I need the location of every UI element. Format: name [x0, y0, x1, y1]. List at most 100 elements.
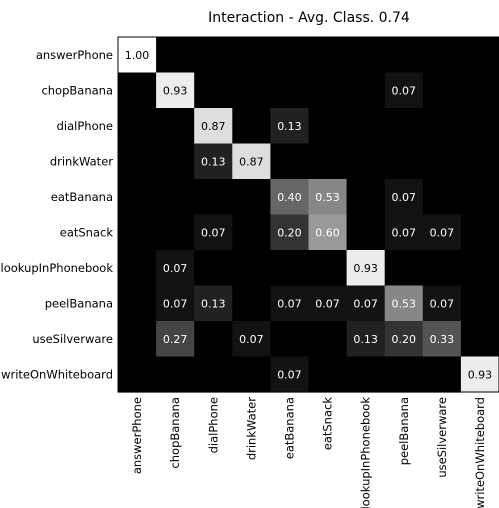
cell-drink-water-dial-phone	[194, 143, 233, 180]
cell-dial-phone-use-silverware	[422, 108, 462, 145]
cell-value-label: 0.27	[163, 333, 188, 346]
cell-value-label: 0.33	[430, 333, 455, 346]
cell-value-label: 0.60	[315, 226, 340, 239]
cell-chop-banana-answer-phone	[118, 72, 157, 109]
cell-chop-banana-eat-snack	[308, 72, 348, 109]
cell-chop-banana-drink-water	[232, 72, 271, 109]
row-label-lookup-in-phonebook: lookupInPhonebook	[1, 261, 114, 275]
column-label-write-on-whiteboard: writeOnWhiteboard	[473, 397, 487, 508]
cell-use-silverware-chop-banana	[156, 321, 195, 358]
cell-value-label: 0.07	[163, 262, 188, 275]
cell-peel-banana-drink-water	[232, 285, 271, 322]
cell-use-silverware-write-on-whiteboard	[460, 321, 499, 358]
cell-use-silverware-dial-phone	[194, 321, 233, 358]
cell-chop-banana-lookup-in-phonebook	[346, 72, 386, 109]
cell-dial-phone-chop-banana	[156, 108, 195, 145]
column-label-lookup-in-phonebook: lookupInPhonebook	[359, 397, 373, 508]
row-label-peel-banana: peelBanana	[45, 296, 113, 310]
cell-drink-water-use-silverware	[422, 143, 462, 180]
cell-lookup-in-phonebook-eat-banana	[270, 250, 310, 287]
cell-chop-banana-eat-banana	[270, 72, 310, 109]
cell-peel-banana-eat-snack	[308, 285, 348, 322]
cell-lookup-in-phonebook-dial-phone	[194, 250, 233, 287]
cell-use-silverware-drink-water	[232, 321, 271, 358]
cell-write-on-whiteboard-eat-snack	[308, 356, 348, 393]
cell-eat-banana-peel-banana	[384, 179, 424, 216]
cell-write-on-whiteboard-dial-phone	[194, 356, 233, 393]
cell-chop-banana-use-silverware	[422, 72, 462, 109]
cell-lookup-in-phonebook-write-on-whiteboard	[460, 250, 499, 287]
cell-dial-phone-write-on-whiteboard	[460, 108, 499, 145]
cell-eat-snack-write-on-whiteboard	[460, 214, 499, 251]
cell-value-label: 0.13	[353, 333, 378, 346]
cell-eat-snack-chop-banana	[156, 214, 195, 251]
cell-value-label: 0.53	[315, 191, 340, 204]
row-label-eat-banana: eatBanana	[51, 190, 113, 204]
row-label-write-on-whiteboard: writeOnWhiteboard	[1, 367, 113, 381]
cell-lookup-in-phonebook-use-silverware	[422, 250, 462, 287]
cell-use-silverware-peel-banana	[384, 321, 424, 358]
cell-lookup-in-phonebook-lookup-in-phonebook	[346, 250, 386, 287]
cell-value-label: 0.07	[392, 84, 417, 97]
column-label-eat-snack: eatSnack	[321, 397, 335, 451]
cell-eat-banana-dial-phone	[194, 179, 233, 216]
cell-eat-snack-eat-banana	[270, 214, 310, 251]
cell-eat-snack-dial-phone	[194, 214, 233, 251]
cell-dial-phone-eat-snack	[308, 108, 348, 145]
cell-value-label: 0.87	[239, 155, 264, 168]
row-label-use-silverware: useSilverware	[32, 332, 113, 346]
cell-value-label: 0.07	[353, 297, 378, 310]
cell-lookup-in-phonebook-peel-banana	[384, 250, 424, 287]
cell-value-label: 0.07	[277, 297, 302, 310]
cell-eat-banana-write-on-whiteboard	[460, 179, 499, 216]
cell-value-label: 0.20	[277, 226, 302, 239]
cell-use-silverware-eat-banana	[270, 321, 310, 358]
cell-eat-snack-use-silverware	[422, 214, 462, 251]
cell-drink-water-peel-banana	[384, 143, 424, 180]
cell-use-silverware-eat-snack	[308, 321, 348, 358]
cell-use-silverware-answer-phone	[118, 321, 157, 358]
row-label-eat-snack: eatSnack	[60, 225, 114, 239]
cell-value-label: 0.07	[277, 368, 302, 381]
column-label-peel-banana: peelBanana	[397, 397, 411, 465]
cell-answer-phone-use-silverware	[422, 37, 462, 74]
cell-drink-water-answer-phone	[118, 143, 157, 180]
cell-answer-phone-answer-phone	[118, 37, 157, 74]
cell-value-label: 0.87	[201, 120, 226, 133]
cell-value-label: 0.93	[353, 262, 378, 275]
column-label-drink-water: drinkWater	[244, 397, 258, 460]
cell-answer-phone-eat-banana	[270, 37, 310, 74]
cell-drink-water-lookup-in-phonebook	[346, 143, 386, 180]
cell-write-on-whiteboard-use-silverware	[422, 356, 462, 393]
cell-eat-snack-eat-snack	[308, 214, 348, 251]
cell-answer-phone-peel-banana	[384, 37, 424, 74]
cell-lookup-in-phonebook-chop-banana	[156, 250, 195, 287]
cell-eat-snack-drink-water	[232, 214, 271, 251]
column-label-eat-banana: eatBanana	[282, 397, 296, 459]
column-label-chop-banana: chopBanana	[168, 397, 182, 469]
cell-answer-phone-eat-snack	[308, 37, 348, 74]
cell-write-on-whiteboard-drink-water	[232, 356, 271, 393]
cell-chop-banana-dial-phone	[194, 72, 233, 109]
cell-peel-banana-dial-phone	[194, 285, 233, 322]
heatmap-cells: 1.00 0.93 0.07 0.87 0.13 0.13 0.87 0.40 0.53 0.07…	[118, 37, 499, 393]
cell-eat-banana-lookup-in-phonebook	[346, 179, 386, 216]
cell-value-label: 0.40	[277, 191, 302, 204]
column-label-use-silverware: useSilverware	[435, 397, 449, 478]
cell-eat-snack-lookup-in-phonebook	[346, 214, 386, 251]
cell-eat-banana-use-silverware	[422, 179, 462, 216]
cell-dial-phone-dial-phone	[194, 108, 233, 145]
cell-write-on-whiteboard-peel-banana	[384, 356, 424, 393]
cell-value-label: 0.07	[392, 226, 417, 239]
cell-drink-water-eat-snack	[308, 143, 348, 180]
cell-lookup-in-phonebook-answer-phone	[118, 250, 157, 287]
cell-value-label: 0.93	[163, 84, 188, 97]
cell-write-on-whiteboard-lookup-in-phonebook	[346, 356, 386, 393]
cell-value-label: 0.07	[201, 226, 226, 239]
chart-title: Interaction - Avg. Class. 0.74	[208, 10, 410, 26]
cell-chop-banana-chop-banana	[156, 72, 195, 109]
row-label-drink-water: drinkWater	[50, 154, 113, 168]
column-label-dial-phone: dialPhone	[206, 397, 220, 453]
cell-peel-banana-answer-phone	[118, 285, 157, 322]
